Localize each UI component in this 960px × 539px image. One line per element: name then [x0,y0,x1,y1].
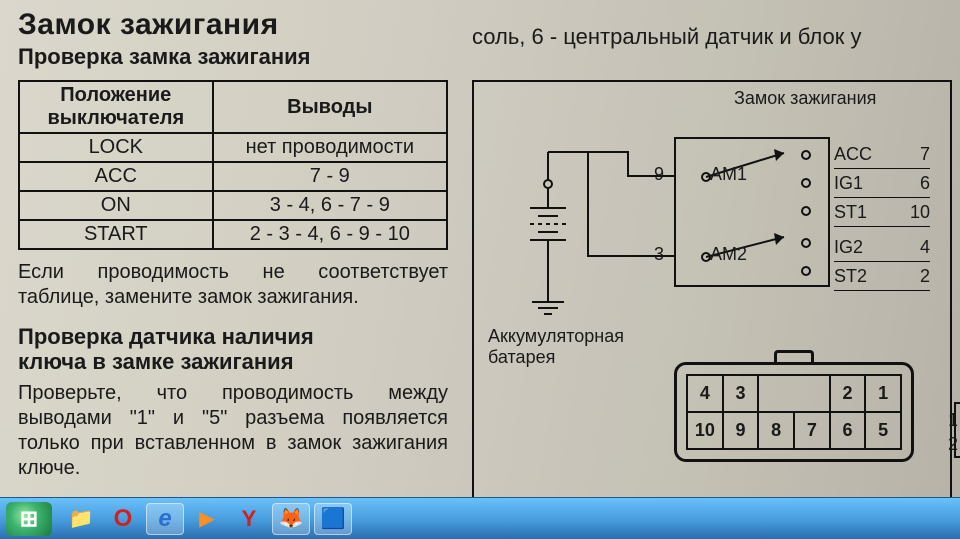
yandex-icon: Y [242,506,257,532]
battery-label: Аккумуляторная батарея [488,326,624,368]
folder-icon: 📁 [69,506,94,531]
page-fragment-top: соль, 6 - центральный датчик и блок у [472,24,861,50]
table-row: ACC 7 - 9 [19,162,447,191]
taskbar-explorer[interactable]: 📁 [62,503,100,535]
table-row: LOCK нет проводимости [19,133,447,162]
windows-icon: ⊞ [20,506,38,532]
taskbar-firefox[interactable]: 🦊 [272,503,310,535]
label-am2: AM2 [710,244,747,265]
media-icon: ▶ [199,506,214,531]
pin-9: 9 [654,164,664,185]
taskbar-app[interactable]: 🟦 [314,503,352,535]
switch-box [674,137,830,287]
table-row: START 2 - 3 - 4, 6 - 9 - 10 [19,220,447,249]
app-icon: 🟦 [321,506,346,531]
section2-title: Проверка датчика наличия ключа в замке з… [18,324,448,375]
table-head-position: Положение выключателя [19,81,213,133]
note-text: Если проводимость не соответствует табли… [18,260,448,310]
taskbar-yandex[interactable]: Y [230,503,268,535]
connector-diagram: 4 3 2 1 10 9 8 7 6 5 [674,362,914,462]
wiring-diagram: Замок зажигания Аккум [472,80,952,500]
taskbar: ⊞ 📁 O e ▶ Y 🦊 🟦 [0,497,960,539]
table-row: ON 3 - 4, 6 - 7 - 9 [19,191,447,220]
taskbar-media[interactable]: ▶ [188,503,226,535]
firefox-icon: 🦊 [279,506,304,531]
wire-set [548,146,688,306]
ie-icon: e [158,505,171,533]
switch-label: Замок зажигания [734,88,876,109]
pin-3: 3 [654,244,664,265]
opera-icon: O [114,505,133,533]
edge-nums: 1 2 [948,408,958,456]
table-head-outputs: Выводы [213,81,447,133]
taskbar-ie[interactable]: e [146,503,184,535]
taskbar-opera[interactable]: O [104,503,142,535]
start-button[interactable]: ⊞ [6,502,52,536]
section2-body: Проверьте, что проводимость между вывода… [18,381,448,481]
conductivity-table: Положение выключателя Выводы LOCK нет пр… [18,80,448,250]
right-pin-list: ACC7 IG16 ST110 IG24 ST22 [834,140,930,291]
label-am1: AM1 [710,164,747,185]
